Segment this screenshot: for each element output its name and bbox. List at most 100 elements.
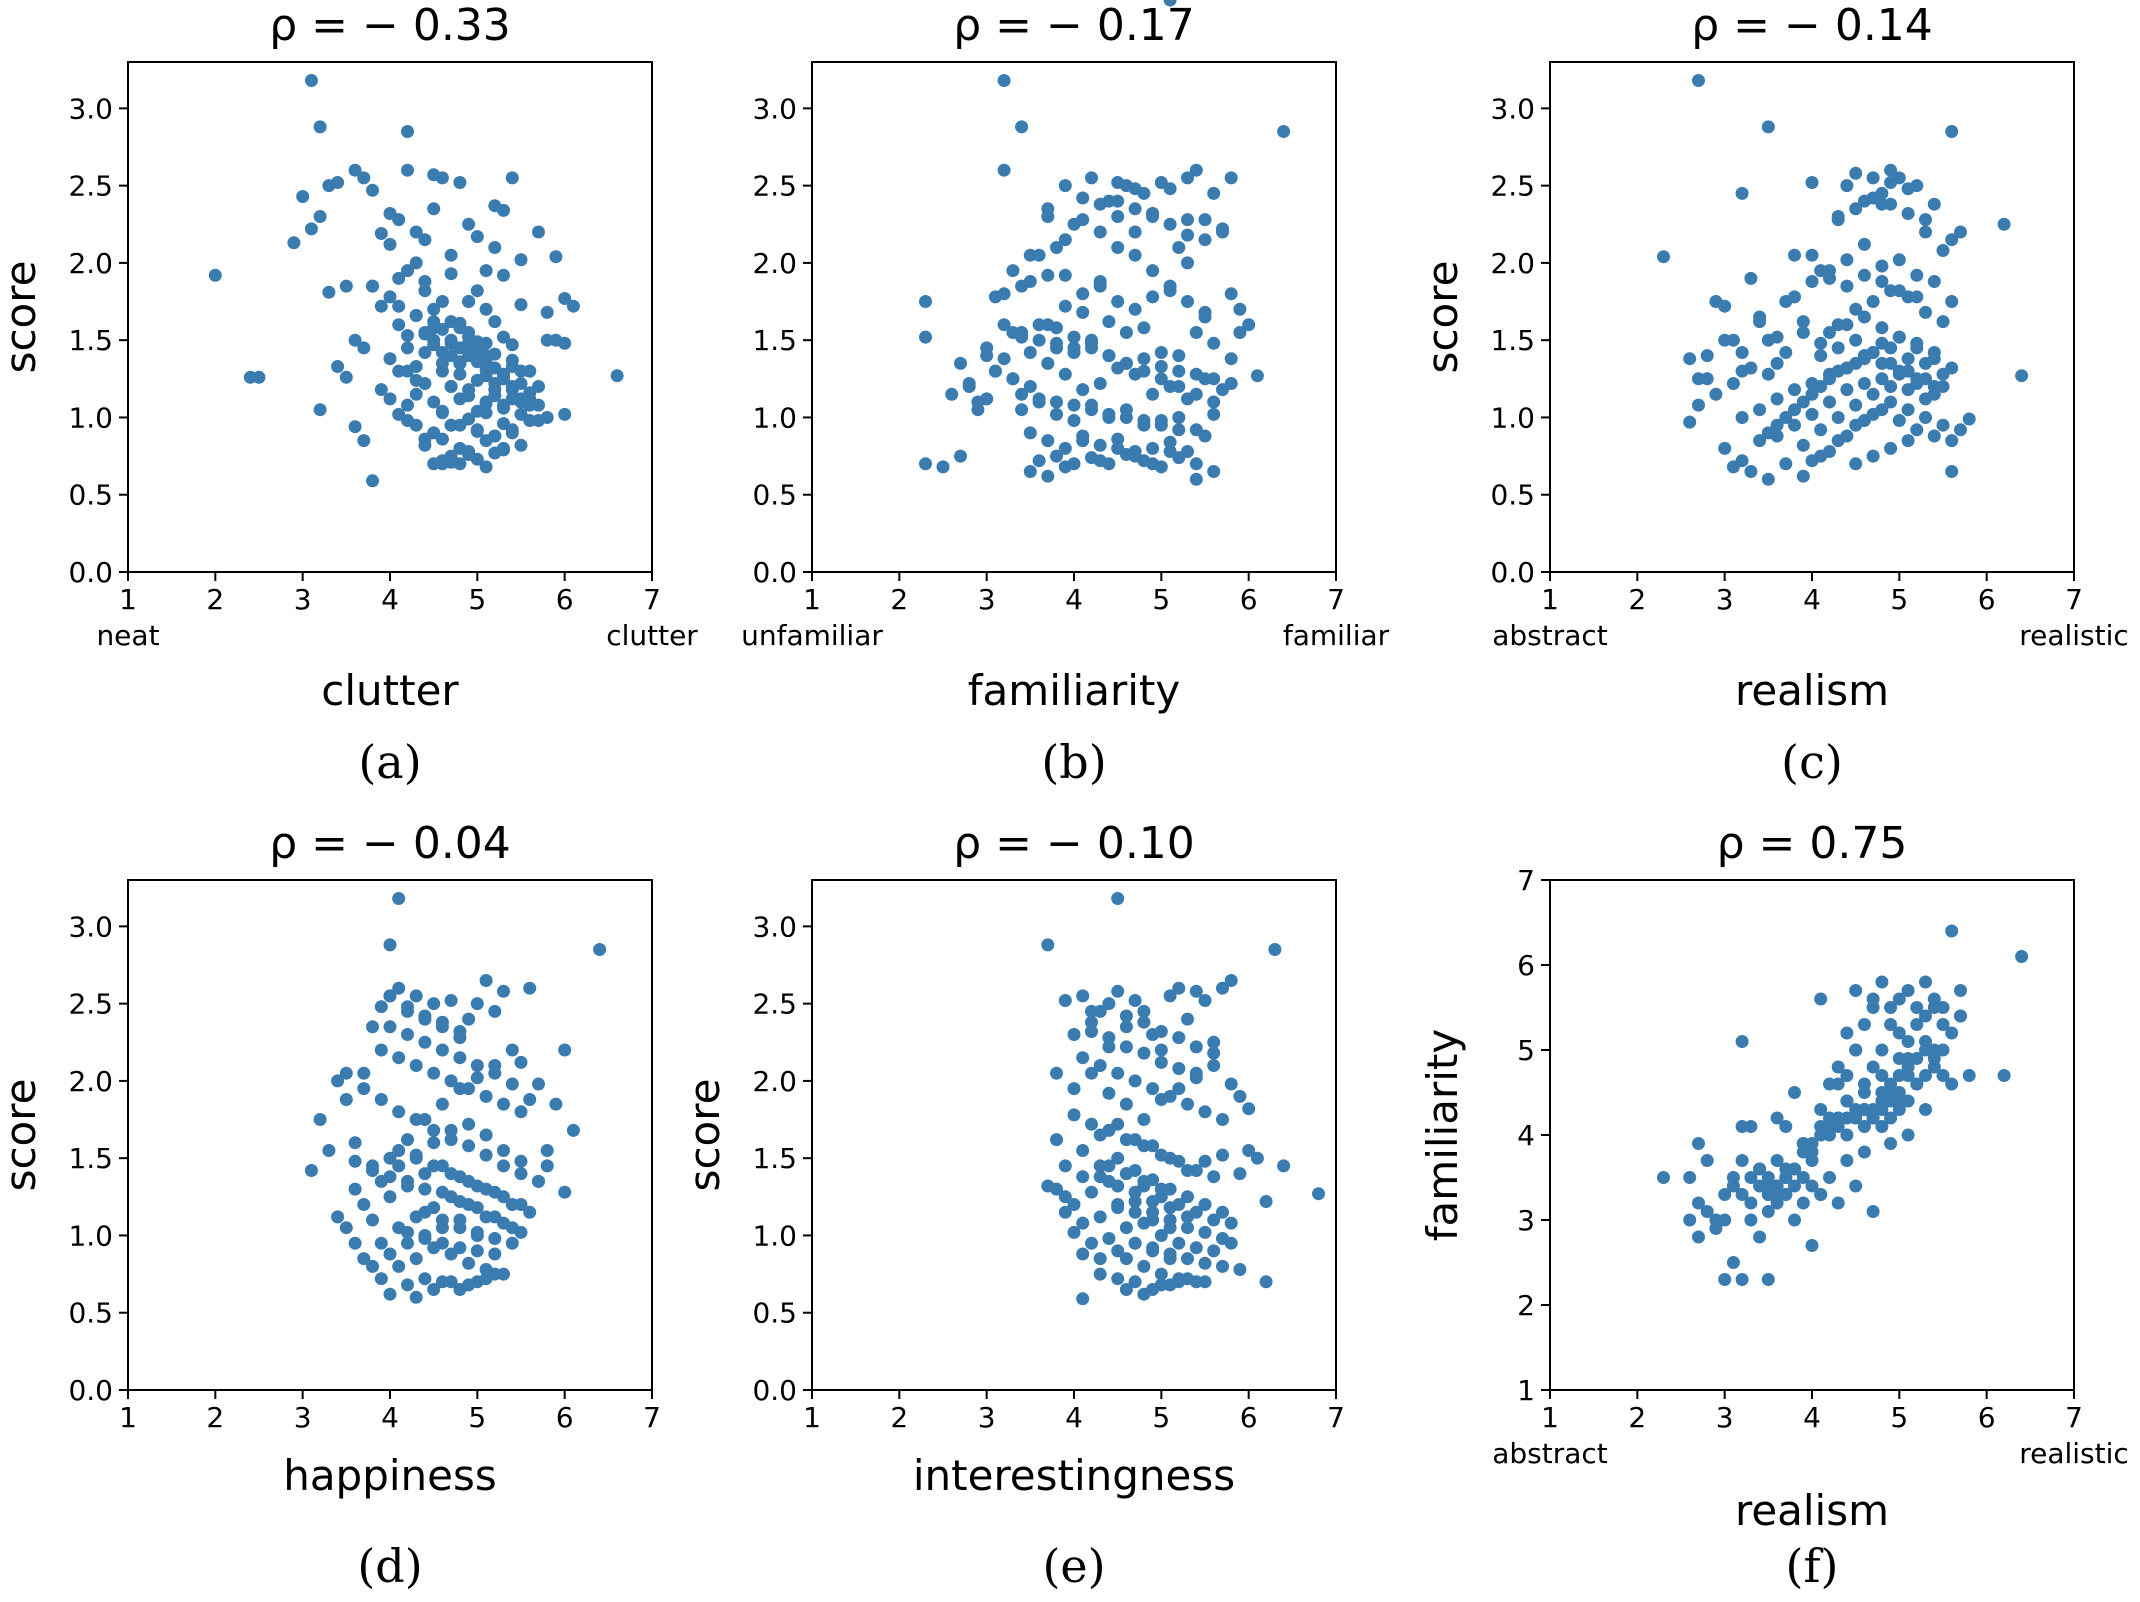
data-point bbox=[1128, 1195, 1142, 1208]
data-point bbox=[1770, 418, 1784, 432]
x-tick-label: 4 bbox=[1065, 1401, 1083, 1434]
data-point bbox=[392, 892, 406, 905]
data-point bbox=[374, 1000, 388, 1014]
y-tick-label: 2.5 bbox=[1490, 170, 1535, 203]
data-point bbox=[1006, 372, 1020, 386]
y-tick-label: 1.5 bbox=[68, 1142, 113, 1175]
x-tick-label: 4 bbox=[1803, 583, 1821, 616]
data-point bbox=[383, 392, 397, 406]
data-point bbox=[1735, 1273, 1749, 1286]
data-point bbox=[1892, 253, 1906, 267]
data-point bbox=[383, 352, 397, 366]
y-tick-label: 2 bbox=[1517, 1289, 1535, 1322]
data-point bbox=[1172, 423, 1186, 437]
data-point bbox=[479, 264, 493, 278]
data-point bbox=[1857, 1145, 1871, 1159]
y-tick-label: 0.0 bbox=[752, 1374, 797, 1407]
data-point bbox=[348, 1154, 362, 1168]
data-point bbox=[1875, 1120, 1889, 1133]
x-tick-label: 4 bbox=[381, 583, 399, 616]
data-point bbox=[1172, 1154, 1186, 1168]
data-point bbox=[418, 1205, 432, 1219]
data-point bbox=[435, 171, 449, 185]
data-point bbox=[1085, 341, 1098, 355]
x-tick-label: 3 bbox=[1716, 1401, 1734, 1434]
data-point bbox=[1207, 1170, 1221, 1184]
data-point bbox=[1761, 120, 1775, 134]
data-point bbox=[1154, 360, 1168, 373]
data-point bbox=[1050, 341, 1063, 355]
data-point bbox=[532, 1174, 545, 1188]
panel-title: ρ = − 0.33 bbox=[269, 0, 511, 51]
data-point bbox=[470, 997, 484, 1011]
data-point bbox=[1181, 1097, 1194, 1111]
data-point bbox=[1277, 1159, 1291, 1173]
data-point bbox=[418, 1272, 432, 1286]
data-point bbox=[1823, 264, 1836, 278]
data-point bbox=[470, 1201, 484, 1215]
y-axis-label: score bbox=[1418, 261, 1467, 374]
data-point bbox=[1936, 367, 1950, 381]
data-point bbox=[366, 1213, 379, 1227]
data-point bbox=[1866, 449, 1880, 463]
y-tick-label: 2.0 bbox=[1490, 247, 1535, 280]
data-point bbox=[2015, 369, 2029, 383]
x-tick-label: 3 bbox=[294, 583, 312, 616]
data-point bbox=[488, 1004, 502, 1018]
data-point bbox=[462, 1278, 476, 1292]
data-point bbox=[1137, 1139, 1151, 1153]
data-point bbox=[1657, 1171, 1670, 1184]
data-point bbox=[1076, 191, 1090, 205]
data-point bbox=[1927, 197, 1941, 211]
data-point bbox=[453, 356, 467, 370]
data-point bbox=[1119, 356, 1133, 370]
data-point bbox=[1919, 1035, 1932, 1048]
data-point bbox=[1111, 1179, 1125, 1193]
data-point bbox=[339, 1221, 353, 1235]
data-point bbox=[488, 429, 502, 443]
data-point bbox=[470, 1244, 484, 1258]
data-point bbox=[1076, 1170, 1090, 1184]
data-point bbox=[1805, 1179, 1819, 1193]
data-point bbox=[1058, 460, 1072, 474]
data-point bbox=[1154, 1025, 1168, 1038]
panel-caption: (f) bbox=[1786, 1539, 1839, 1593]
y-axis-label: familiarity bbox=[1418, 1029, 1467, 1241]
data-point bbox=[1102, 1040, 1116, 1054]
data-point bbox=[1163, 1201, 1177, 1215]
data-point bbox=[409, 387, 423, 401]
data-point bbox=[1216, 1259, 1229, 1273]
x-axis-label: happiness bbox=[283, 1451, 497, 1500]
data-point bbox=[1137, 352, 1151, 366]
data-point bbox=[997, 163, 1011, 177]
data-point bbox=[401, 1028, 414, 1041]
data-point bbox=[1154, 1182, 1168, 1196]
data-point bbox=[1067, 1082, 1081, 1096]
data-point bbox=[1753, 1230, 1767, 1244]
data-point bbox=[1910, 336, 1924, 350]
data-point bbox=[1050, 407, 1063, 421]
data-point bbox=[1189, 1071, 1203, 1085]
panel-title: ρ = − 0.10 bbox=[953, 818, 1195, 869]
panel-caption: (e) bbox=[1042, 1539, 1105, 1593]
y-tick-label: 1.5 bbox=[68, 324, 113, 357]
data-point bbox=[1233, 1089, 1247, 1103]
data-point bbox=[1102, 1123, 1116, 1137]
data-point bbox=[383, 237, 397, 251]
data-point bbox=[1936, 244, 1950, 257]
data-point bbox=[1198, 1256, 1212, 1270]
x-tick-label: 2 bbox=[890, 1401, 908, 1434]
data-point bbox=[1050, 395, 1063, 409]
data-point bbox=[919, 295, 932, 308]
data-point bbox=[1146, 1213, 1160, 1227]
data-point bbox=[1076, 989, 1090, 1003]
data-point bbox=[1892, 330, 1906, 344]
data-point bbox=[1849, 166, 1863, 180]
data-point bbox=[1102, 1159, 1116, 1173]
data-point bbox=[409, 309, 423, 322]
data-point bbox=[1041, 469, 1055, 483]
data-point bbox=[427, 1066, 441, 1080]
data-point bbox=[1093, 1267, 1107, 1281]
data-point bbox=[383, 1287, 397, 1301]
data-point bbox=[1163, 217, 1177, 231]
